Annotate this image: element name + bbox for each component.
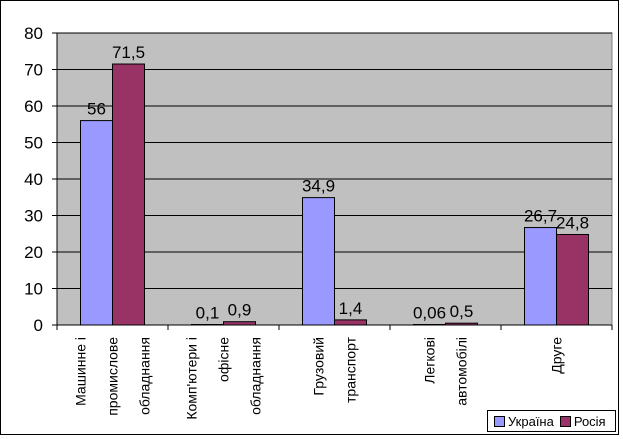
data-label: 0,1 <box>196 304 220 323</box>
data-label: 34,9 <box>302 177 335 196</box>
bar-russia <box>334 319 367 326</box>
bar-russia <box>556 233 589 326</box>
bars <box>80 63 589 326</box>
data-label: 0,5 <box>450 302 474 321</box>
y-tick-label: 40 <box>24 170 43 189</box>
x-category-label: обладнання <box>248 337 264 415</box>
y-tick-label: 70 <box>24 61 43 80</box>
legend-item-russia: Росія <box>559 413 606 429</box>
data-label: 26,7 <box>524 207 557 226</box>
y-tick-label: 30 <box>24 207 43 226</box>
y-tick-label: 0 <box>34 316 43 335</box>
x-category-label: транспорт <box>343 336 359 403</box>
x-category-label: промислове <box>105 337 121 416</box>
legend-label-ukraine: Україна <box>508 413 554 429</box>
x-category-label: автомобілі <box>454 337 470 406</box>
x-category-label: офісне <box>216 337 232 382</box>
legend: Україна Росія <box>487 410 616 432</box>
x-category-label: Друге <box>549 337 565 374</box>
bar-russia <box>112 63 145 326</box>
y-tick-label: 10 <box>24 280 43 299</box>
bar-ukraine <box>524 227 557 326</box>
bar-ukraine <box>80 120 113 326</box>
legend-swatch-ukraine <box>494 415 505 427</box>
x-category-label: Грузовий <box>311 337 327 396</box>
data-label: 0,9 <box>228 301 252 320</box>
y-tick-label: 50 <box>24 134 43 153</box>
y-axis: 0 10 20 30 40 50 60 70 80 <box>24 24 58 335</box>
x-category-label: Комп'ютери і <box>184 337 200 420</box>
legend-item-ukraine: Україна <box>494 414 554 429</box>
data-label: 56 <box>87 100 106 119</box>
legend-label-russia: Росія <box>573 413 606 429</box>
x-category-label: Машинне і <box>73 337 89 406</box>
y-tick-label: 80 <box>24 24 43 43</box>
x-axis: Машинне і промислове обладнання Комп'ютери … <box>56 324 613 420</box>
data-labels: 56 71,5 0,1 0,9 34,9 1,4 0,06 0,5 26,724,8 <box>87 43 589 322</box>
y-tick-label: 60 <box>24 97 43 116</box>
y-tick-label: 20 <box>24 243 43 262</box>
data-label: 1,4 <box>339 299 363 318</box>
data-label: 71,5 <box>112 43 145 62</box>
x-category-label: обладнання <box>137 337 153 415</box>
x-category-label: Легкові <box>422 337 438 384</box>
data-label: 24,8 <box>556 213 589 232</box>
bar-ukraine <box>302 197 335 326</box>
legend-swatch-russia <box>559 415 571 427</box>
data-label: 0,06 <box>413 304 446 323</box>
